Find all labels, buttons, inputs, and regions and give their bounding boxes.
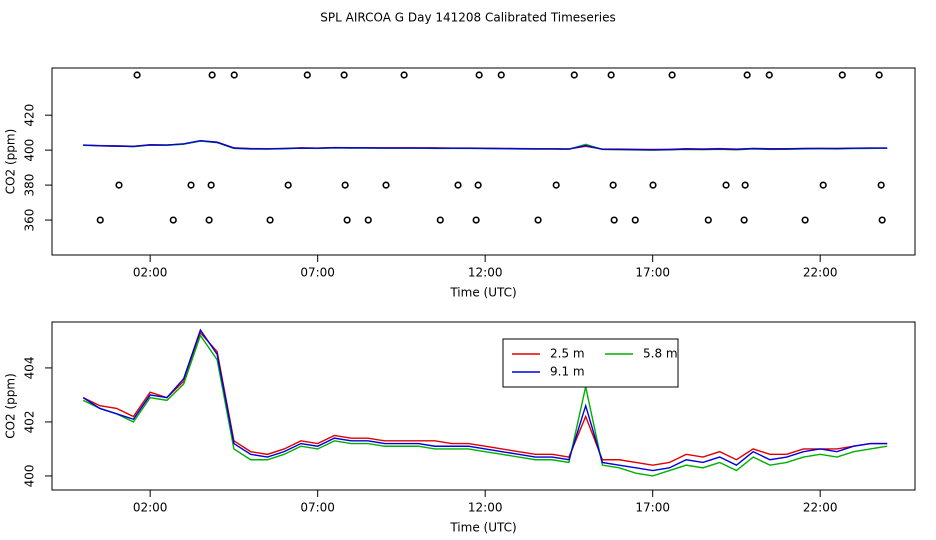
flag-marker [743, 71, 751, 79]
flag-marker [472, 216, 480, 224]
flag-marker [570, 71, 578, 79]
legend-box [502, 338, 679, 388]
flag-marker [704, 216, 712, 224]
x-tick-label: 22:00 [803, 501, 838, 515]
flag-marker [340, 71, 348, 79]
x-tick-label: 17:00 [635, 266, 670, 280]
y-tick-label: 400 [23, 465, 37, 488]
flag-marker [400, 71, 408, 79]
flag-marker [475, 71, 483, 79]
flag-marker [607, 71, 615, 79]
flag-marker [205, 216, 213, 224]
flag-marker [609, 181, 617, 189]
legend-label: 5.8 m [643, 347, 678, 361]
flag-marker [454, 181, 462, 189]
flag-marker [230, 71, 238, 79]
y-tick-label: 360 [23, 209, 37, 232]
flag-marker [740, 216, 748, 224]
y-tick-label: 400 [23, 139, 37, 162]
x-tick-label: 02:00 [133, 266, 168, 280]
y-tick-label: 380 [23, 174, 37, 197]
x-tick-label: 17:00 [635, 501, 670, 515]
flag-marker [668, 71, 676, 79]
chart-title: SPL AIRCOA G Day 141208 Calibrated Times… [320, 11, 615, 25]
flag-marker [474, 181, 482, 189]
flag-marker [208, 71, 216, 79]
flag-marker [133, 71, 141, 79]
flag-marker [115, 181, 123, 189]
flag-marker [631, 216, 639, 224]
flag-marker [801, 216, 809, 224]
flag-marker [765, 71, 773, 79]
series-line [83, 139, 888, 151]
x-tick-label: 12:00 [468, 266, 503, 280]
flag-marker [649, 181, 657, 189]
flag-marker [552, 181, 560, 189]
y-tick-label: 420 [23, 104, 37, 127]
y-axis-label: CO2 (ppm) [4, 129, 18, 195]
x-tick-label: 12:00 [468, 501, 503, 515]
flag-marker [741, 181, 749, 189]
y-tick-label: 404 [23, 356, 37, 379]
flag-marker [364, 216, 372, 224]
flag-marker [207, 181, 215, 189]
flag-marker [436, 216, 444, 224]
x-tick-label: 07:00 [300, 266, 335, 280]
series-line [82, 328, 888, 472]
x-tick-label: 02:00 [133, 501, 168, 515]
flag-marker [343, 216, 351, 224]
series-line [82, 333, 888, 477]
flag-marker [96, 216, 104, 224]
flag-marker [382, 181, 390, 189]
flag-marker [610, 216, 618, 224]
flag-marker [877, 181, 885, 189]
flag-marker [187, 181, 195, 189]
x-axis-label: Time (UTC) [449, 286, 516, 300]
legend-label: 2.5 m [550, 347, 585, 361]
flag-marker [303, 71, 311, 79]
x-tick-label: 07:00 [300, 501, 335, 515]
flag-marker [341, 181, 349, 189]
series-line [82, 331, 888, 466]
flag-marker [878, 216, 886, 224]
flag-marker [534, 216, 542, 224]
flag-marker [497, 71, 505, 79]
y-tick-label: 402 [23, 410, 37, 433]
plot-frame [51, 67, 916, 256]
plot-frame [51, 321, 916, 491]
legend-label: 9.1 m [550, 365, 585, 379]
y-axis-label: CO2 (ppm) [4, 373, 18, 439]
flag-marker [722, 181, 730, 189]
flag-marker [266, 216, 274, 224]
x-axis-label: Time (UTC) [449, 521, 516, 535]
flag-marker [819, 181, 827, 189]
flag-marker [284, 181, 292, 189]
flag-marker [838, 71, 846, 79]
flag-marker [169, 216, 177, 224]
x-tick-label: 22:00 [803, 266, 838, 280]
flag-marker [875, 71, 883, 79]
